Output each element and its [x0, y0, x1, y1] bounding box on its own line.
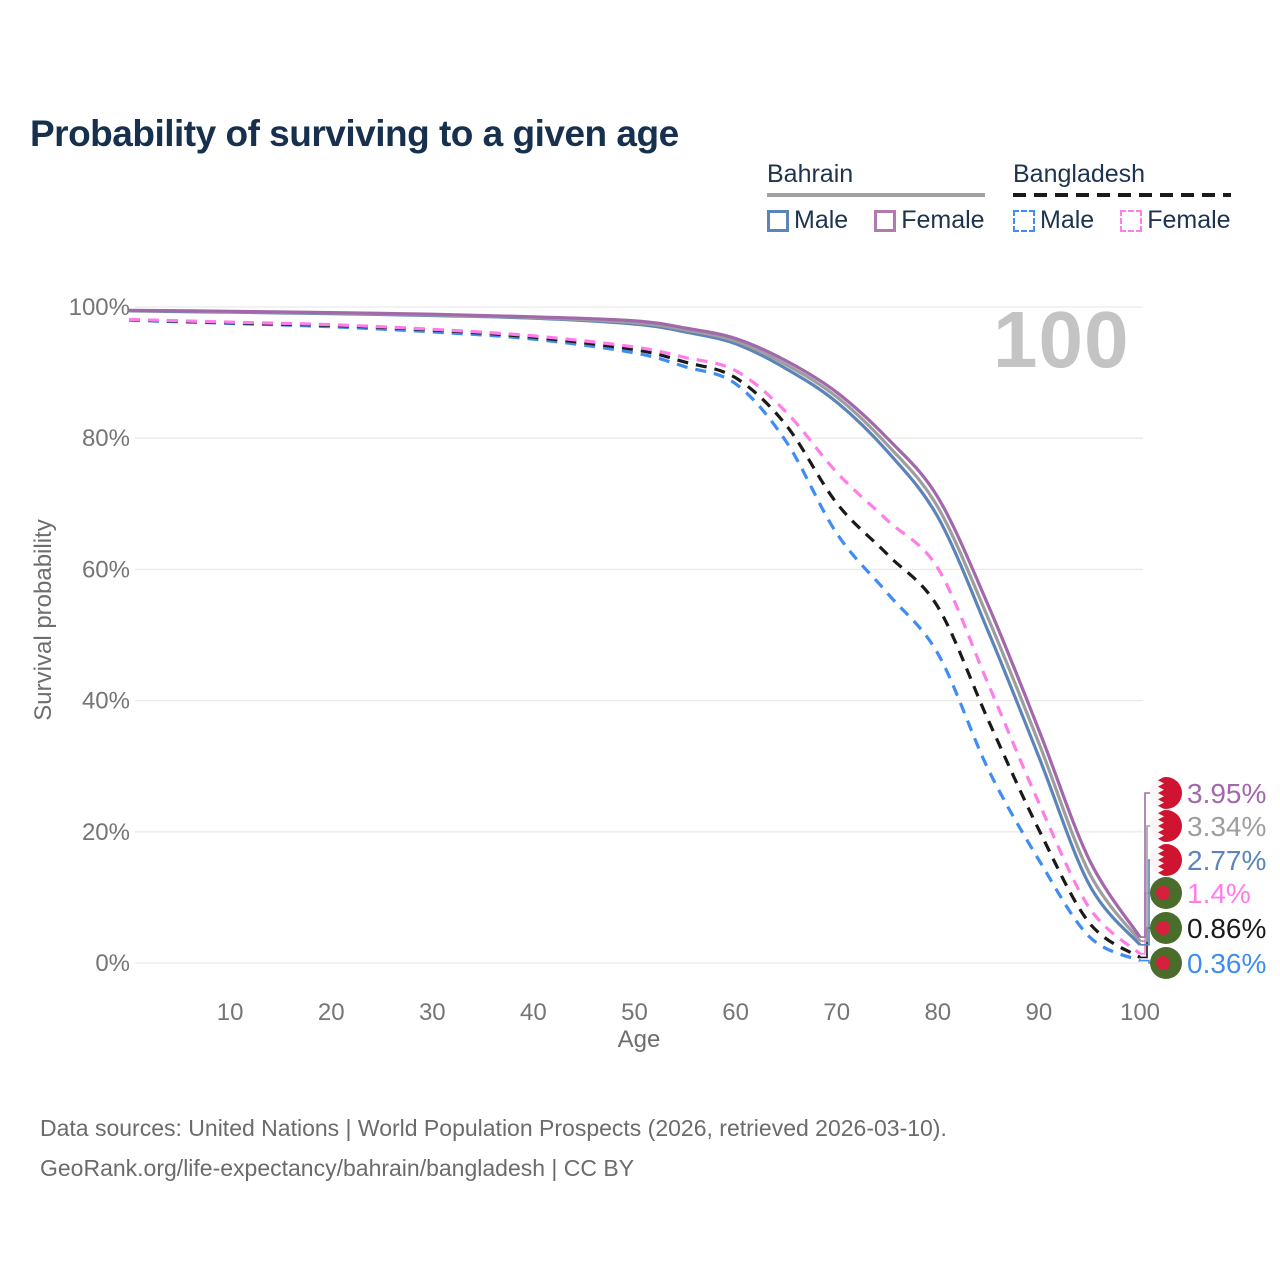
y-tick-label: 20% [82, 819, 130, 846]
x-tick-label: 80 [924, 999, 951, 1026]
legend-group-bangladesh: Bangladesh Male Female [1013, 160, 1231, 235]
bahrain-male-swatch-icon [767, 209, 789, 232]
bangladesh-line-style-sample [1013, 193, 1231, 197]
bahrain-female-swatch-icon [874, 209, 897, 232]
y-tick-label: 40% [82, 688, 130, 715]
x-tick-label: 30 [419, 999, 446, 1026]
end-value-label: 3.34% [1187, 811, 1266, 842]
legend-label-bahrain-female: Female [901, 206, 985, 234]
end-value-label: 0.86% [1187, 913, 1266, 944]
end-value-label: 1.4% [1187, 878, 1251, 909]
legend-country-bahrain[interactable]: Bahrain [767, 160, 854, 188]
legend-item-bangladesh-female[interactable]: Female [1120, 206, 1231, 235]
legend-country-bangladesh[interactable]: Bangladesh [1013, 160, 1146, 188]
x-axis-title: Age [617, 1026, 661, 1053]
bangladesh-male-swatch-icon [1013, 209, 1035, 232]
x-tick-label: 10 [217, 999, 244, 1026]
survival-curve-bangladesh-both [128, 318, 1141, 959]
bahrain-flag-icon [1158, 844, 1182, 876]
legend-label-bahrain-male: Male [794, 206, 849, 234]
x-tick-label: 70 [823, 999, 850, 1026]
y-tick-label: 100% [69, 294, 130, 321]
x-tick-label: 50 [621, 999, 648, 1026]
survival-curve-bahrain-both [128, 309, 1142, 943]
x-tick-label: 100 [1120, 999, 1160, 1026]
x-tick-label: 20 [318, 999, 345, 1026]
end-value-label: 2.77% [1187, 845, 1266, 876]
bahrain-flag-icon [1158, 777, 1182, 809]
x-tick-label: 90 [1026, 999, 1053, 1026]
footer-data-sources: Data sources: United Nations | World Pop… [40, 1115, 947, 1141]
survival-curve-bangladesh-male [128, 318, 1141, 963]
age-watermark: 100 [993, 295, 1130, 384]
bangladesh-female-swatch-icon [1120, 209, 1143, 232]
bangladesh-flag-icon [1155, 920, 1171, 936]
legend-label-bangladesh-female: Female [1147, 206, 1231, 234]
y-tick-label: 0% [95, 950, 130, 977]
legend-item-bahrain-female[interactable]: Female [874, 206, 985, 235]
bahrain-line-style-sample [767, 193, 985, 197]
x-tick-label: 60 [722, 999, 749, 1026]
footer-attribution: Data sources: United Nations | World Pop… [40, 1108, 947, 1188]
legend-label-bangladesh-male: Male [1040, 206, 1095, 234]
bangladesh-flag-icon [1155, 955, 1171, 971]
end-value-label: 0.36% [1187, 948, 1266, 979]
y-tick-label: 60% [82, 556, 130, 583]
footer-url[interactable]: GeoRank.org/life-expectancy/bahrain/bang… [40, 1155, 635, 1181]
y-axis-title: Survival probability [30, 519, 57, 721]
survival-curve-bahrain-female [128, 308, 1142, 938]
legend-item-bahrain-male[interactable]: Male [767, 206, 848, 235]
bahrain-flag-icon [1158, 810, 1182, 842]
bangladesh-flag-icon [1155, 885, 1171, 901]
survival-curve-bangladesh-female [128, 317, 1142, 956]
page-title: Probability of surviving to a given age [30, 112, 679, 154]
end-label-connector [1140, 792, 1151, 938]
x-tick-label: 40 [520, 999, 547, 1026]
y-tick-label: 80% [82, 425, 130, 452]
survival-curve-bahrain-male [128, 309, 1142, 946]
legend-item-bangladesh-male[interactable]: Male [1013, 206, 1094, 235]
legend-group-bahrain: Bahrain Male Female [767, 160, 985, 235]
end-label-connector [1140, 825, 1151, 942]
end-value-label: 3.95% [1187, 778, 1266, 809]
